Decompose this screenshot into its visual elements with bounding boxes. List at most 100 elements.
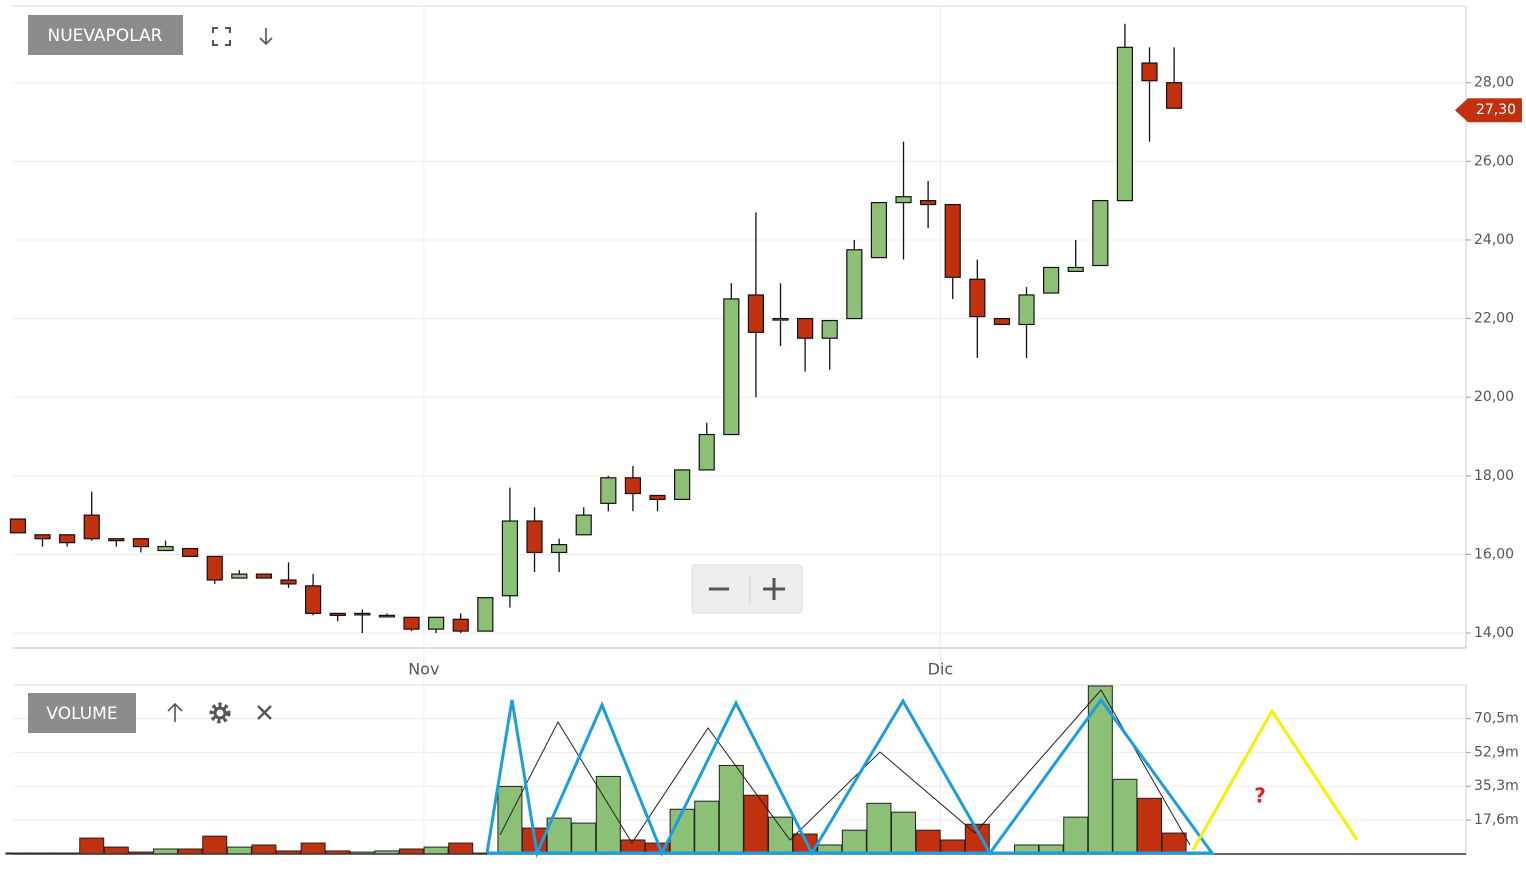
candle-body: [649, 494, 666, 501]
close-icon[interactable]: [257, 705, 272, 720]
candle-body: [231, 573, 248, 579]
candle-body: [132, 538, 150, 548]
candle-body: [206, 555, 223, 581]
candle-body: [1092, 200, 1109, 267]
candle-body: [378, 614, 396, 618]
volume-bar: [300, 842, 326, 855]
fullscreen-icon[interactable]: [212, 27, 231, 46]
volume-bar: [595, 775, 621, 855]
candle-body: [34, 534, 51, 540]
candle-body: [59, 534, 76, 544]
candle-body: [797, 317, 814, 339]
volume-bar: [497, 785, 523, 855]
annotation-line: [499, 689, 1191, 846]
settings-icon[interactable]: [209, 702, 231, 724]
plot-layer: 14,00 16,00 18,00 20,00 22,00 24,00 26,00 28,00…: [5, 6, 1522, 855]
symbol-button[interactable]: [28, 15, 183, 55]
candle-body: [280, 579, 297, 585]
y-tick-label: 14,00: [1474, 625, 1514, 641]
volume-button[interactable]: [28, 693, 136, 733]
volume-bar: [1112, 778, 1138, 855]
y-tick-label: 52,9m: [1474, 744, 1519, 760]
volume-bar: [1161, 832, 1187, 855]
y-tick-label: 18,00: [1474, 468, 1514, 484]
y-tick-label: 24,00: [1474, 232, 1514, 248]
candle-body: [723, 298, 740, 436]
candle-body: [108, 538, 125, 542]
candle-body: [772, 317, 789, 321]
volume-bar: [226, 846, 252, 855]
volume-bar: [891, 811, 917, 855]
candle-body: [575, 514, 592, 536]
candle-body: [1018, 294, 1035, 326]
volume-label: VOLUME: [46, 704, 117, 724]
candle-body: [1141, 62, 1158, 82]
annotation-question: ?: [1254, 784, 1266, 808]
candle-body: [83, 514, 100, 540]
download-icon[interactable]: [259, 28, 273, 46]
candle-body: [969, 278, 986, 318]
annotation-projection: [1191, 708, 1359, 851]
last-price-tag: [1455, 98, 1522, 123]
candle-body: [624, 477, 642, 495]
candle-body: [600, 477, 617, 504]
candle-body: [255, 573, 273, 579]
candle-body: [182, 547, 199, 558]
volume-bar: [423, 846, 449, 855]
candle-body: [1116, 46, 1134, 202]
zoom-in[interactable]: [763, 578, 785, 600]
volume-bar: [448, 842, 474, 855]
candle-body: [354, 612, 371, 616]
candle-body: [305, 585, 322, 615]
candle-body: [920, 200, 937, 206]
volume-bar: [964, 823, 990, 855]
candle-body: [428, 616, 445, 630]
y-tick-label: 16,00: [1474, 546, 1514, 562]
volume-bar: [571, 822, 597, 855]
y-tick-label: 20,00: [1474, 389, 1514, 405]
zoom-control: [691, 564, 803, 614]
move-up-icon[interactable]: [167, 702, 183, 722]
candle-body: [944, 203, 961, 278]
volume-bar: [718, 764, 744, 855]
candle-body: [452, 618, 469, 632]
volume-bar: [915, 829, 941, 855]
x-tick-label: Dic: [928, 660, 954, 679]
volume-bar: [1063, 816, 1089, 855]
candle-body: [821, 319, 838, 339]
y-tick-label: 22,00: [1474, 311, 1514, 327]
candle-body: [698, 433, 715, 471]
candle-body: [526, 520, 543, 554]
last-price-label: 27,30: [1476, 102, 1516, 118]
y-tick-label: 28,00: [1474, 75, 1514, 91]
candle-body: [993, 317, 1011, 326]
volume-bar: [768, 816, 794, 855]
volume-bar: [251, 844, 277, 855]
volume-bar: [694, 800, 720, 855]
candle-body: [895, 196, 912, 204]
candle-body: [674, 469, 691, 501]
volume-bar: [743, 794, 769, 855]
candle-body: [9, 518, 27, 534]
candle-body: [846, 249, 863, 320]
volume-bar: [103, 846, 129, 855]
candle-body: [403, 616, 420, 630]
candle-body: [501, 520, 519, 597]
volume-bar: [1137, 797, 1163, 855]
candle-body: [1043, 266, 1060, 294]
volume-bar: [79, 837, 105, 855]
candle-body: [1067, 266, 1084, 272]
candle-body: [1166, 82, 1183, 109]
y-tick-label: 17,6m: [1474, 812, 1519, 828]
candle-body: [329, 612, 346, 616]
x-tick-label: Nov: [408, 660, 439, 679]
y-tick-label: 35,3m: [1474, 778, 1519, 794]
volume-bar: [866, 802, 892, 855]
candle-body: [477, 597, 494, 632]
candle-body: [747, 294, 765, 333]
symbol-label: NUEVAPOLAR: [47, 26, 162, 46]
annotation-triangles: [485, 697, 1215, 859]
candle-body: [870, 201, 888, 259]
candle-body: [157, 545, 174, 552]
